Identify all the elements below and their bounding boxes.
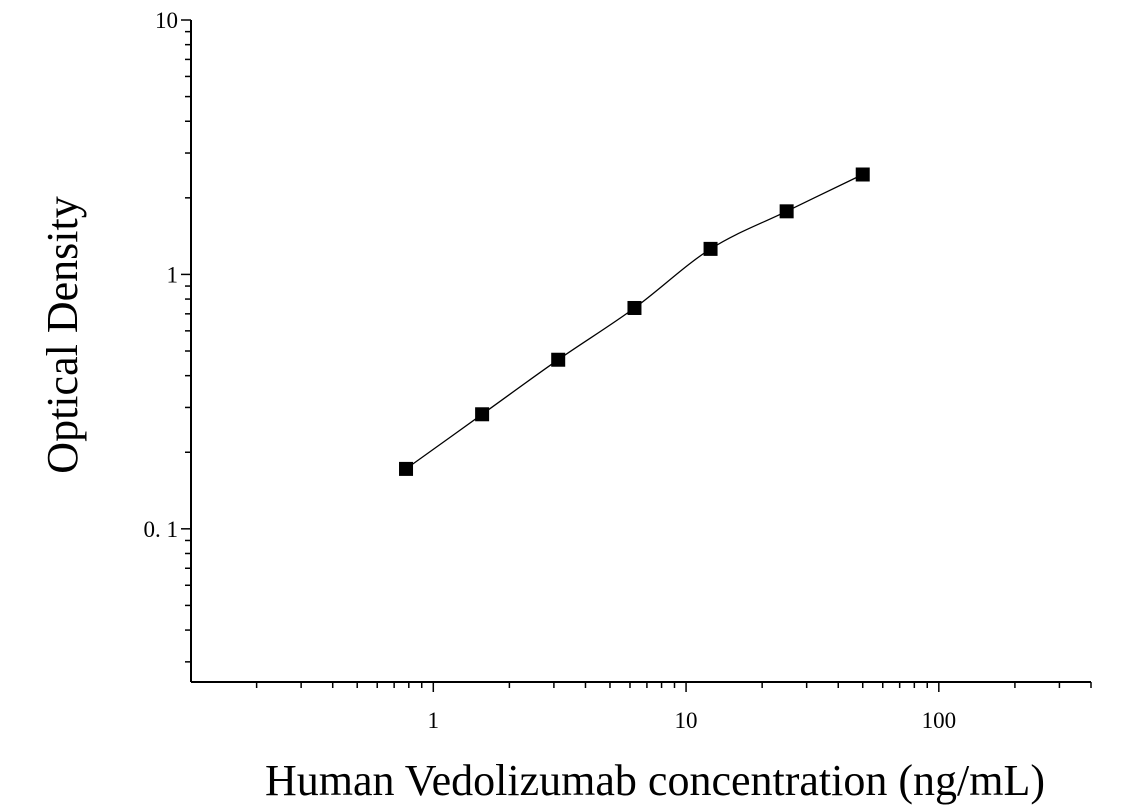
data-point — [399, 461, 414, 476]
data-point — [779, 204, 794, 219]
data-points — [399, 167, 870, 476]
y-tick-labels: 0. 1 1 10 — [144, 8, 179, 542]
data-point — [475, 407, 490, 422]
axes — [190, 20, 1091, 683]
data-point — [855, 167, 870, 182]
y-tick-label: 10 — [155, 8, 178, 33]
x-tick-labels: 1 10 100 — [428, 708, 957, 733]
y-axis-title: Optical Density — [38, 196, 87, 473]
x-tick-label: 100 — [922, 708, 957, 733]
data-point — [551, 352, 566, 367]
x-tick-label: 1 — [428, 708, 440, 733]
data-point — [627, 300, 642, 315]
data-point — [703, 241, 718, 256]
x-tick-label: 10 — [675, 708, 698, 733]
fit-curve — [405, 173, 863, 470]
x-axis-title: Human Vedolizumab concentration (ng/mL) — [265, 756, 1045, 805]
x-ticks — [255, 682, 1092, 692]
y-tick-label: 1 — [167, 262, 179, 287]
y-tick-label: 0. 1 — [144, 517, 179, 542]
y-ticks — [181, 19, 191, 663]
